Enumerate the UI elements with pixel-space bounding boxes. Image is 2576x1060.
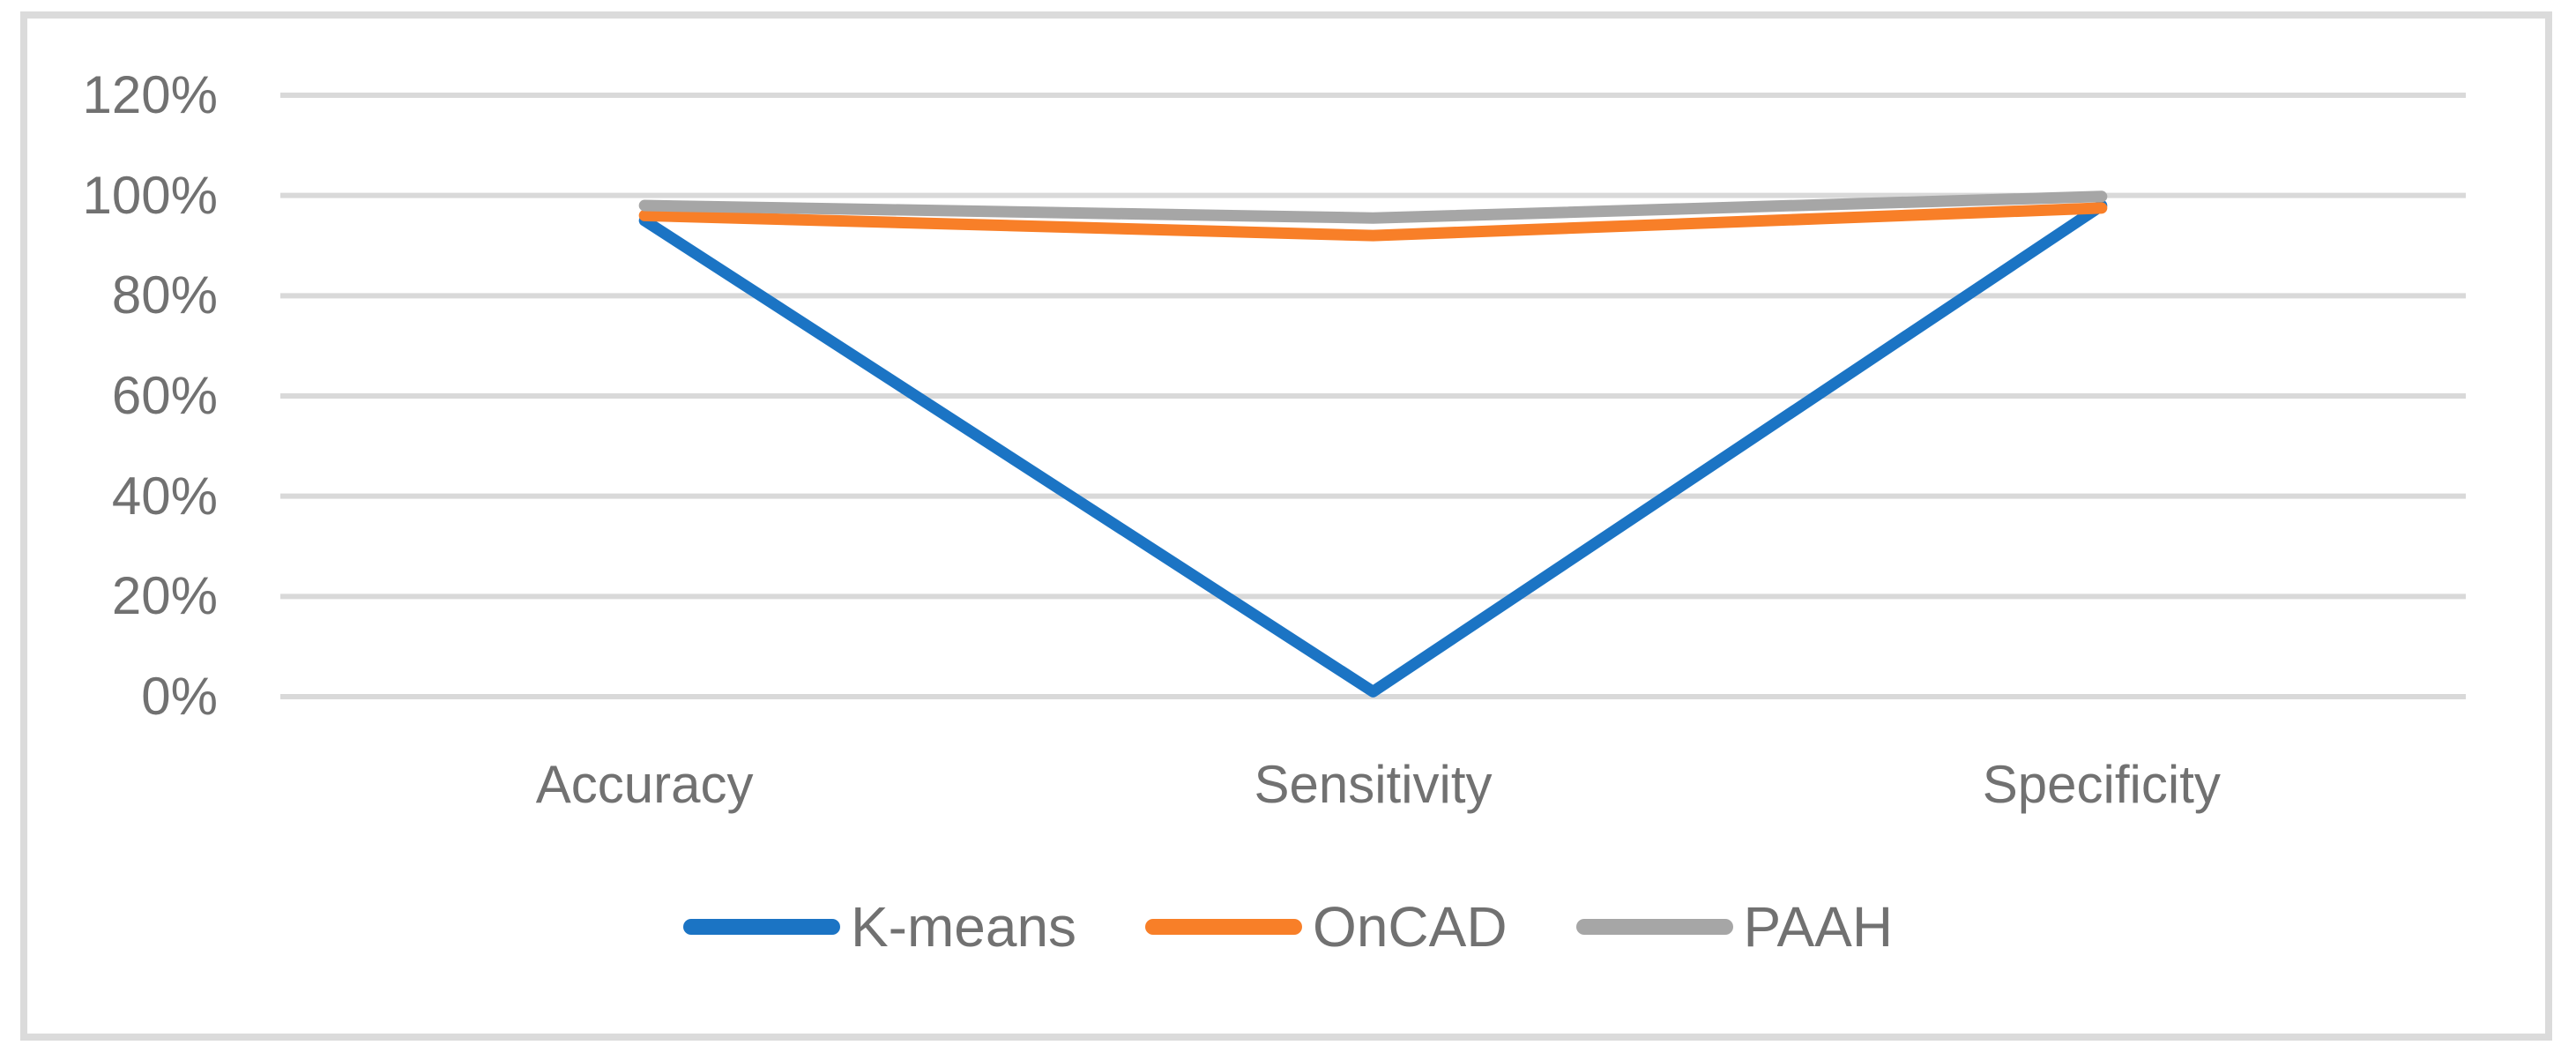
x-axis-category-label: Specificity xyxy=(1982,755,2221,814)
legend-item-k-means: K-means xyxy=(682,892,1077,961)
series-line-oncad xyxy=(638,202,2108,242)
legend-line-marker-icon xyxy=(1145,919,1303,935)
y-axis-tick-label: 0% xyxy=(141,667,218,726)
legend-line-marker-icon xyxy=(1575,919,1733,935)
legend-item-oncad: OnCAD xyxy=(1145,892,1508,961)
y-axis-tick-label: 40% xyxy=(111,466,218,526)
y-axis-tick-label: 120% xyxy=(82,65,218,124)
y-axis-tick-label: 20% xyxy=(111,566,218,626)
legend-item-paah: PAAH xyxy=(1575,892,1894,961)
legend-item-label: OnCAD xyxy=(1313,895,1508,959)
legend-line-marker-icon xyxy=(682,919,840,935)
x-axis-category-label: Sensitivity xyxy=(1254,755,1493,814)
chart-border-frame xyxy=(20,11,2552,1041)
y-axis-tick-label: 80% xyxy=(111,265,218,325)
x-axis-category-label: Accuracy xyxy=(535,755,754,814)
series-line-paah xyxy=(638,190,2108,224)
y-axis-tick-label: 60% xyxy=(111,366,218,425)
chart-legend: K-means OnCAD PAAH xyxy=(0,892,2576,961)
legend-item-label: K-means xyxy=(850,895,1077,959)
legend-item-label: PAAH xyxy=(1743,895,1894,959)
y-axis-tick-label: 100% xyxy=(82,165,218,225)
series-line-k-means xyxy=(638,199,2108,698)
